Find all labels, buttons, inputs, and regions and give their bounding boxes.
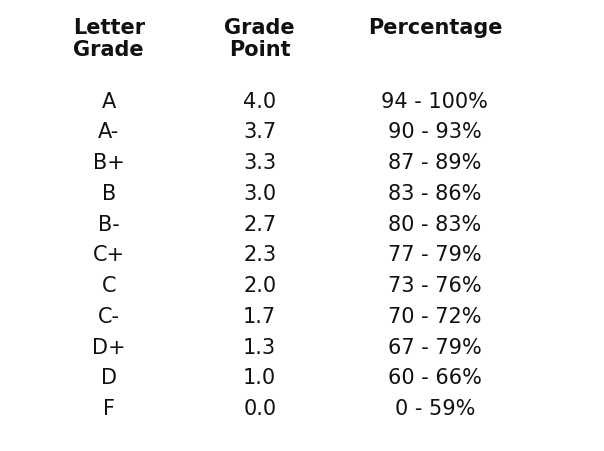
Text: 87 - 89%: 87 - 89% [388,153,481,173]
Text: 3.7: 3.7 [243,122,276,142]
Text: 2.0: 2.0 [243,276,276,295]
Text: Grade
Point: Grade Point [225,18,295,60]
Text: C: C [101,276,116,295]
Text: B+: B+ [93,153,124,173]
Text: B: B [101,184,116,203]
Text: 0.0: 0.0 [243,398,276,418]
Text: Percentage: Percentage [368,18,502,38]
Text: 2.3: 2.3 [243,245,276,265]
Text: 83 - 86%: 83 - 86% [388,184,481,203]
Text: 2.7: 2.7 [243,214,276,234]
Text: 73 - 76%: 73 - 76% [388,276,482,295]
Text: 1.0: 1.0 [243,368,276,387]
Text: 70 - 72%: 70 - 72% [388,306,481,326]
Text: 80 - 83%: 80 - 83% [388,214,481,234]
Text: 90 - 93%: 90 - 93% [388,122,482,142]
Text: 77 - 79%: 77 - 79% [388,245,482,265]
Text: 94 - 100%: 94 - 100% [382,92,488,111]
Text: 3.0: 3.0 [243,184,276,203]
Text: 67 - 79%: 67 - 79% [388,337,482,357]
Text: 4.0: 4.0 [243,92,276,111]
Text: C+: C+ [92,245,125,265]
Text: A: A [101,92,116,111]
Text: 1.7: 1.7 [243,306,276,326]
Text: D+: D+ [92,337,126,357]
Text: Letter
Grade: Letter Grade [72,18,145,60]
Text: 3.3: 3.3 [243,153,276,173]
Text: A-: A- [98,122,120,142]
Text: 0 - 59%: 0 - 59% [394,398,475,418]
Text: C-: C- [98,306,120,326]
Text: F: F [103,398,115,418]
Text: 60 - 66%: 60 - 66% [388,368,482,387]
Text: 1.3: 1.3 [243,337,276,357]
Text: D: D [101,368,117,387]
Text: B-: B- [98,214,120,234]
